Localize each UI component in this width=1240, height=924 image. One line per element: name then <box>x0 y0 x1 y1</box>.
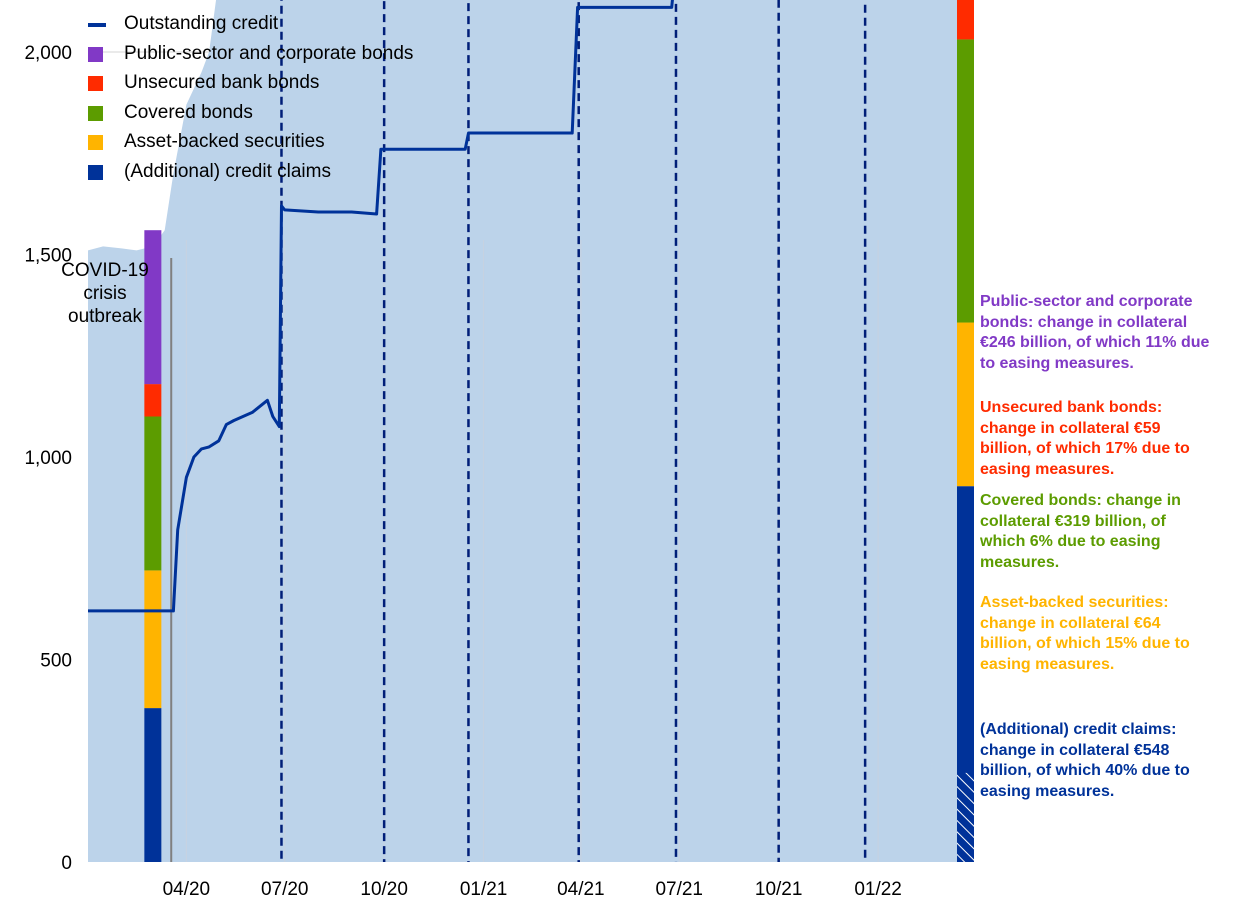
y-tick-label: 500 <box>40 651 72 672</box>
post-stack-segment <box>957 39 974 323</box>
collateral-area <box>88 0 957 862</box>
x-tick-label: 07/21 <box>655 879 703 900</box>
legend-label: Unsecured bank bonds <box>124 72 320 93</box>
x-axis-tick-labels: 04/20 07/20 10/20 01/21 04/21 07/21 10/21 01/22 <box>163 879 902 900</box>
x-tick-label: 10/20 <box>360 879 408 900</box>
x-tick-label: 07/20 <box>261 879 309 900</box>
post-stack-hatched-segment <box>957 772 974 862</box>
y-tick-label: 1,500 <box>24 246 72 267</box>
x-tick-label: 04/20 <box>163 879 211 900</box>
legend-label: Covered bonds <box>124 101 253 123</box>
event-label: COVID-19 crisis outbreak <box>61 260 149 327</box>
pre-stack-segment <box>144 708 162 862</box>
legend-swatch <box>88 46 103 62</box>
outstanding-credit-line <box>88 0 674 613</box>
pre-stack-segment <box>144 230 162 385</box>
y-tick-label: 2,000 <box>24 43 72 64</box>
post-stack-segment <box>957 486 974 862</box>
y-tick-label: 0 <box>61 853 72 874</box>
post-stack-segment <box>957 322 974 487</box>
annotation-unsecured-bank-bonds: Unsecured bank bonds: change in collater… <box>980 399 1190 478</box>
pre-stack-segment <box>144 416 162 571</box>
legend-swatch <box>88 76 103 91</box>
x-tick-label: 01/22 <box>854 879 902 900</box>
legend-swatch <box>88 135 103 150</box>
event-markers: COVID-19crisisoutbreakTLTROIII.4TLTROIII… <box>61 0 867 862</box>
legend-label: Asset-backed securities <box>124 131 325 152</box>
annotation-credit-claims: (Additional) credit claims: change in co… <box>980 721 1190 800</box>
pre-stack-segment <box>144 384 162 417</box>
legend-swatch <box>88 105 103 121</box>
legend-swatch <box>88 164 103 180</box>
legend-label: Outstanding credit <box>124 13 279 34</box>
pre-stack-segment <box>144 570 162 709</box>
collateral-area-fill <box>88 0 957 862</box>
stacked-bars <box>144 0 974 862</box>
legend-label: (Additional) credit claims <box>124 160 331 182</box>
annotation-covered-bonds: Covered bonds: change in collateral €319… <box>980 492 1181 571</box>
post-stack-segment <box>957 0 974 40</box>
x-tick-label: 04/21 <box>557 879 605 900</box>
legend-swatch <box>88 23 106 27</box>
x-tick-label: 10/21 <box>755 879 803 900</box>
legend-label: Public-sector and corporate bonds <box>124 42 414 64</box>
x-tick-label: 01/21 <box>460 879 508 900</box>
y-tick-label: 1,000 <box>24 448 72 469</box>
outstanding-credit-series <box>88 0 674 613</box>
annotation-asset-backed-securities: Asset-backed securities: change in colla… <box>980 594 1190 673</box>
annotation-public-sector-bonds: Public-sector and corporate bonds: chang… <box>980 293 1210 372</box>
